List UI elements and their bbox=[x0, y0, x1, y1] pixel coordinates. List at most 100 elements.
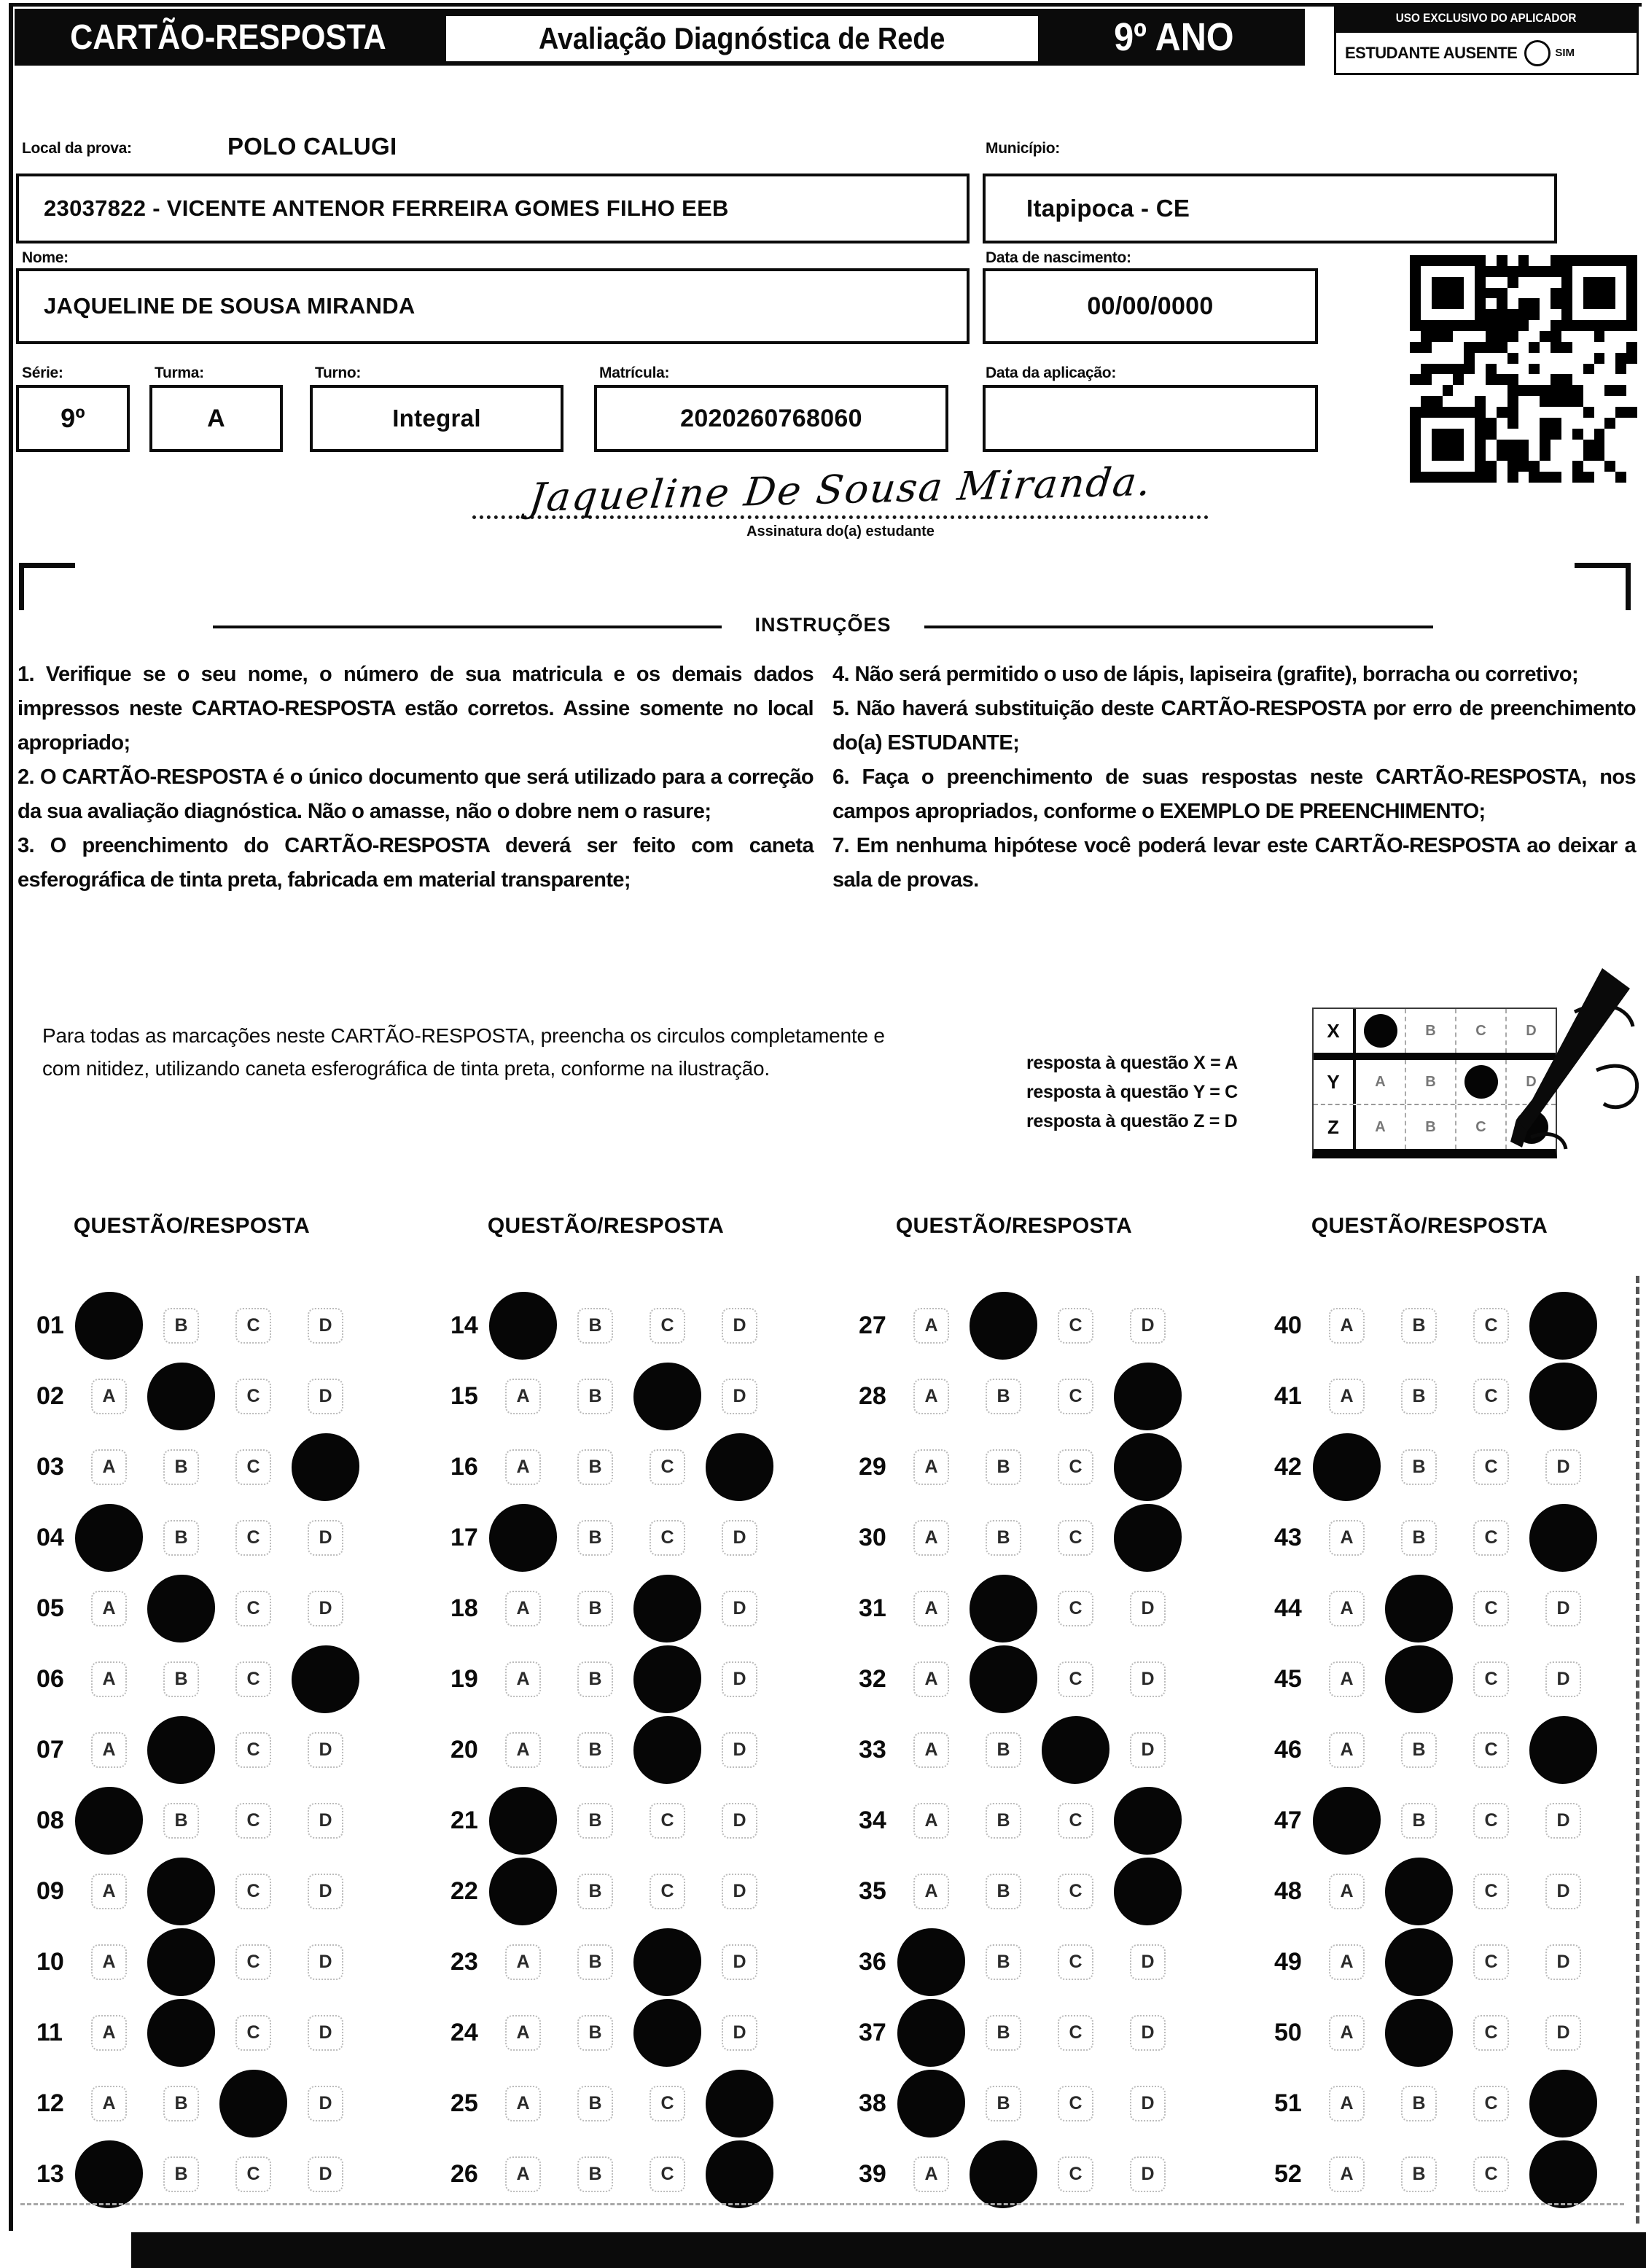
answer-bubble-filled[interactable] bbox=[633, 1928, 701, 1996]
answer-option-letter[interactable]: D bbox=[1545, 1449, 1581, 1485]
answer-bubble-filled[interactable] bbox=[1529, 1504, 1597, 1572]
answer-option-letter[interactable]: D bbox=[308, 1874, 343, 1909]
answer-option-letter[interactable]: A bbox=[913, 1379, 949, 1414]
answer-option-letter[interactable]: D bbox=[722, 1732, 757, 1768]
answer-option-letter[interactable]: A bbox=[1329, 1874, 1365, 1909]
answer-option-letter[interactable]: C bbox=[1473, 1661, 1509, 1697]
answer-bubble-filled[interactable] bbox=[489, 1292, 557, 1360]
answer-option-letter[interactable]: A bbox=[505, 2015, 541, 2051]
answer-option-letter[interactable]: B bbox=[577, 1803, 613, 1839]
answer-option-letter[interactable]: A bbox=[913, 2156, 949, 2192]
answer-option-letter[interactable]: A bbox=[913, 1591, 949, 1626]
answer-bubble-filled[interactable] bbox=[1385, 1928, 1453, 1996]
answer-option-letter[interactable]: A bbox=[1329, 1732, 1365, 1768]
answer-bubble-filled[interactable] bbox=[1114, 1504, 1182, 1572]
answer-option-letter[interactable]: B bbox=[163, 2086, 199, 2121]
answer-option-letter[interactable]: A bbox=[91, 1449, 127, 1485]
answer-option-letter[interactable]: B bbox=[986, 1449, 1021, 1485]
answer-option-letter[interactable]: A bbox=[505, 2086, 541, 2121]
answer-option-letter[interactable]: C bbox=[1058, 1520, 1093, 1556]
answer-bubble-filled[interactable] bbox=[489, 1858, 557, 1925]
answer-option-letter[interactable]: C bbox=[235, 1874, 271, 1909]
answer-option-letter[interactable]: A bbox=[1329, 1944, 1365, 1980]
answer-bubble-filled[interactable] bbox=[147, 1928, 215, 1996]
answer-bubble-filled[interactable] bbox=[897, 1928, 965, 1996]
answer-option-letter[interactable]: C bbox=[235, 1449, 271, 1485]
answer-bubble-filled[interactable] bbox=[633, 1999, 701, 2067]
answer-option-letter[interactable]: C bbox=[235, 1520, 271, 1556]
answer-option-letter[interactable]: D bbox=[722, 1874, 757, 1909]
answer-bubble-filled[interactable] bbox=[1529, 1716, 1597, 1784]
answer-option-letter[interactable]: C bbox=[1058, 1308, 1093, 1344]
answer-bubble-filled[interactable] bbox=[970, 1575, 1037, 1642]
answer-option-letter[interactable]: A bbox=[913, 1874, 949, 1909]
answer-option-letter[interactable]: B bbox=[577, 1308, 613, 1344]
answer-option-letter[interactable]: C bbox=[1473, 1874, 1509, 1909]
answer-option-letter[interactable]: A bbox=[505, 1732, 541, 1768]
answer-bubble-filled[interactable] bbox=[1114, 1787, 1182, 1855]
answer-bubble-filled[interactable] bbox=[1313, 1433, 1381, 1501]
answer-option-letter[interactable]: C bbox=[235, 1803, 271, 1839]
answer-option-letter[interactable]: C bbox=[235, 2156, 271, 2192]
answer-option-letter[interactable]: A bbox=[505, 2156, 541, 2192]
answer-option-letter[interactable]: A bbox=[505, 1661, 541, 1697]
answer-option-letter[interactable]: D bbox=[722, 1379, 757, 1414]
answer-bubble-filled[interactable] bbox=[633, 1645, 701, 1713]
answer-bubble-filled[interactable] bbox=[489, 1787, 557, 1855]
answer-option-letter[interactable]: B bbox=[163, 1449, 199, 1485]
answer-option-letter[interactable]: C bbox=[235, 2015, 271, 2051]
answer-option-letter[interactable]: C bbox=[1058, 2086, 1093, 2121]
answer-option-letter[interactable]: D bbox=[308, 1803, 343, 1839]
answer-option-letter[interactable]: B bbox=[1401, 1308, 1437, 1344]
answer-bubble-filled[interactable] bbox=[147, 1575, 215, 1642]
answer-option-letter[interactable]: D bbox=[308, 1520, 343, 1556]
answer-bubble-filled[interactable] bbox=[633, 1716, 701, 1784]
answer-option-letter[interactable]: D bbox=[308, 1379, 343, 1414]
answer-option-letter[interactable]: C bbox=[1473, 1308, 1509, 1344]
answer-bubble-filled[interactable] bbox=[970, 1645, 1037, 1713]
answer-option-letter[interactable]: C bbox=[1058, 1661, 1093, 1697]
answer-option-letter[interactable]: D bbox=[1545, 1874, 1581, 1909]
answer-option-letter[interactable]: C bbox=[235, 1379, 271, 1414]
answer-option-letter[interactable]: D bbox=[308, 1591, 343, 1626]
answer-option-letter[interactable]: B bbox=[1401, 1520, 1437, 1556]
answer-option-letter[interactable]: C bbox=[1058, 1944, 1093, 1980]
answer-bubble-filled[interactable] bbox=[75, 1504, 143, 1572]
answer-option-letter[interactable]: B bbox=[1401, 1803, 1437, 1839]
answer-option-letter[interactable]: C bbox=[1473, 1520, 1509, 1556]
answer-bubble-filled[interactable] bbox=[489, 1504, 557, 1572]
answer-option-letter[interactable]: A bbox=[505, 1591, 541, 1626]
answer-option-letter[interactable]: B bbox=[986, 2086, 1021, 2121]
answer-option-letter[interactable]: A bbox=[913, 1308, 949, 1344]
answer-option-letter[interactable]: B bbox=[986, 2015, 1021, 2051]
answer-option-letter[interactable]: B bbox=[1401, 1379, 1437, 1414]
answer-bubble-filled[interactable] bbox=[1385, 1575, 1453, 1642]
answer-bubble-filled[interactable] bbox=[1529, 2140, 1597, 2208]
answer-option-letter[interactable]: B bbox=[163, 1308, 199, 1344]
answer-option-letter[interactable]: D bbox=[1130, 1944, 1166, 1980]
answer-option-letter[interactable]: C bbox=[235, 1732, 271, 1768]
answer-option-letter[interactable]: B bbox=[986, 1803, 1021, 1839]
answer-bubble-filled[interactable] bbox=[706, 2140, 773, 2208]
answer-option-letter[interactable]: D bbox=[722, 1308, 757, 1344]
answer-option-letter[interactable]: C bbox=[1058, 1379, 1093, 1414]
answer-bubble-filled[interactable] bbox=[1385, 1858, 1453, 1925]
answer-option-letter[interactable]: A bbox=[1329, 2086, 1365, 2121]
absent-mark-circle[interactable] bbox=[1524, 39, 1551, 66]
answer-bubble-filled[interactable] bbox=[1529, 1363, 1597, 1430]
answer-bubble-filled[interactable] bbox=[633, 1363, 701, 1430]
answer-option-letter[interactable]: B bbox=[1401, 1732, 1437, 1768]
answer-option-letter[interactable]: C bbox=[1473, 2086, 1509, 2121]
answer-option-letter[interactable]: D bbox=[722, 1944, 757, 1980]
answer-option-letter[interactable]: D bbox=[722, 2015, 757, 2051]
answer-bubble-filled[interactable] bbox=[1529, 1292, 1597, 1360]
answer-option-letter[interactable]: B bbox=[577, 2156, 613, 2192]
answer-bubble-filled[interactable] bbox=[1529, 2070, 1597, 2138]
answer-option-letter[interactable]: C bbox=[1473, 2156, 1509, 2192]
answer-option-letter[interactable]: B bbox=[577, 2015, 613, 2051]
answer-option-letter[interactable]: A bbox=[91, 1874, 127, 1909]
answer-bubble-filled[interactable] bbox=[147, 1716, 215, 1784]
answer-option-letter[interactable]: A bbox=[91, 1379, 127, 1414]
answer-bubble-filled[interactable] bbox=[1114, 1858, 1182, 1925]
answer-option-letter[interactable]: A bbox=[91, 1661, 127, 1697]
